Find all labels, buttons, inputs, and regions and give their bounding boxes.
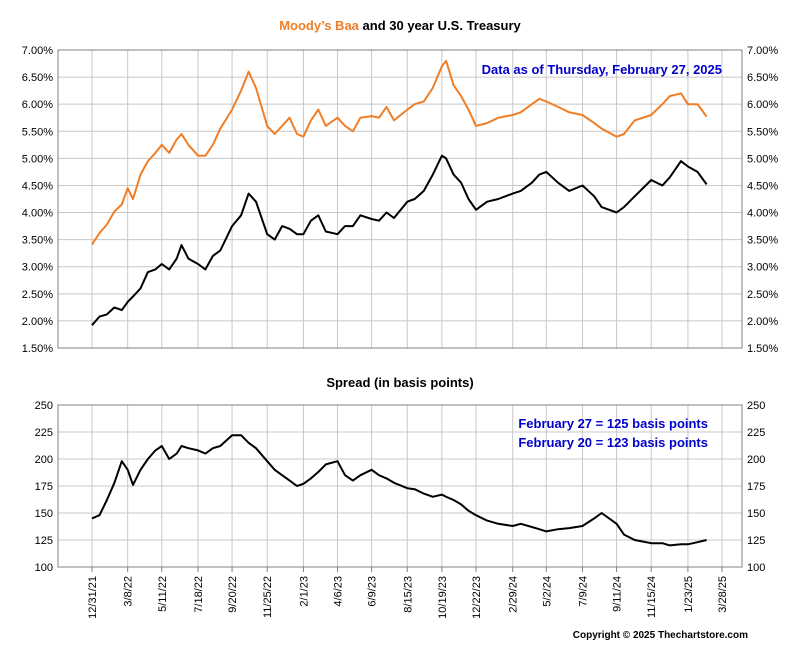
top-ytick-right-0: 1.50% [747, 343, 778, 355]
top-ytick-left-0: 1.50% [22, 343, 53, 355]
top-ytick-right-9: 6.00% [747, 99, 778, 111]
top-ytick-left-9: 6.00% [22, 99, 53, 111]
top-plot-frame [57, 49, 743, 349]
title-part-baa: Moody’s Baa [279, 18, 359, 33]
x-tick-label-4: 9/20/22 [227, 576, 239, 613]
top-ytick-right-3: 3.00% [747, 262, 778, 274]
bottom-x-axis: 12/31/21 3/8/22 5/11/22 7/18/22 9/20/22 11/25… [87, 567, 729, 619]
x-tick-label-11: 12/22/23 [471, 576, 483, 619]
bottom-y-axis-left: 100 125 150 175 200 225 250 [35, 400, 53, 574]
x-tick-label-2: 5/11/22 [157, 576, 169, 612]
top-ytick-left-4: 3.50% [22, 235, 53, 247]
top-ytick-right-5: 4.00% [747, 208, 778, 220]
x-tick-label-15: 9/11/24 [612, 576, 624, 612]
top-ytick-right-4: 3.50% [747, 235, 778, 247]
bottom-y-axis-right: 100 125 150 175 200 225 250 [747, 400, 765, 574]
x-tick-label-3: 7/18/22 [193, 576, 205, 613]
x-tick-label-8: 6/9/23 [367, 576, 379, 607]
copyright-text: Copyright © 2025 Thechartstore.com [573, 630, 748, 641]
bottom-ytick-left-3: 175 [35, 481, 53, 493]
x-tick-label-0: 12/31/21 [87, 576, 99, 619]
bottom-ytick-left-6: 250 [35, 400, 53, 412]
top-ytick-left-8: 5.50% [22, 126, 53, 138]
x-tick-label-9: 8/15/23 [402, 576, 414, 613]
bottom-ytick-right-5: 225 [747, 427, 765, 439]
top-chart-title: Moody’s Baa and 30 year U.S. Treasury [279, 18, 521, 33]
top-y-axis-left: 1.50% 2.00% 2.50% 3.00% 3.50% 4.00% 4.50% 5.00%… [22, 45, 53, 355]
bottom-plot-frame [57, 404, 743, 568]
spread-annotation-2: February 20 = 123 basis points [518, 435, 708, 450]
bottom-series-line-0 [91, 434, 707, 547]
top-ytick-right-10: 6.50% [747, 72, 778, 84]
bottom-series-layer [91, 434, 707, 547]
x-tick-label-1: 3/8/22 [123, 576, 135, 607]
top-y-axis-right: 1.50% 2.00% 2.50% 3.00% 3.50% 4.00% 4.50% 5.00%… [747, 45, 778, 355]
top-ytick-left-10: 6.50% [22, 72, 53, 84]
bottom-ytick-left-4: 200 [35, 454, 53, 466]
top-ytick-left-2: 2.50% [22, 289, 53, 301]
top-gridlines [58, 49, 742, 349]
bottom-ytick-right-6: 250 [747, 400, 765, 412]
bottom-ytick-right-0: 100 [747, 562, 765, 574]
x-tick-label-13: 5/2/24 [541, 576, 553, 607]
top-annotation: Data as of Thursday, February 27, 2025 [482, 62, 722, 77]
bottom-ytick-right-3: 175 [747, 481, 765, 493]
spread-annotation-1: February 27 = 125 basis points [518, 416, 708, 431]
top-ytick-left-6: 4.50% [22, 180, 53, 192]
top-ytick-left-5: 4.00% [22, 208, 53, 220]
x-tick-label-12: 2/29/24 [508, 576, 520, 613]
top-ytick-right-11: 7.00% [747, 45, 778, 57]
x-tick-label-16: 11/15/24 [646, 576, 658, 618]
top-ytick-left-3: 3.00% [22, 262, 53, 274]
bottom-ytick-right-4: 200 [747, 454, 765, 466]
bottom-ytick-right-1: 125 [747, 535, 765, 547]
bottom-ytick-left-2: 150 [35, 508, 53, 520]
x-tick-label-17: 1/23/25 [683, 576, 695, 613]
bottom-ytick-left-5: 225 [35, 427, 53, 439]
x-tick-label-10: 10/19/23 [437, 576, 449, 619]
top-ytick-right-1: 2.00% [747, 316, 778, 328]
top-ytick-right-2: 2.50% [747, 289, 778, 301]
x-tick-label-5: 11/25/22 [262, 576, 274, 618]
top-ytick-left-1: 2.00% [22, 316, 53, 328]
bottom-chart-title: Spread (in basis points) [326, 375, 473, 390]
title-part-treasury: and 30 year U.S. Treasury [359, 18, 522, 33]
top-ytick-right-7: 5.00% [747, 153, 778, 165]
top-ytick-right-6: 4.50% [747, 180, 778, 192]
bottom-ytick-left-1: 125 [35, 535, 53, 547]
x-tick-label-14: 7/9/24 [577, 576, 589, 607]
top-series-layer [91, 59, 708, 326]
top-series-line-0 [91, 59, 708, 246]
x-tick-label-7: 4/6/23 [333, 576, 345, 607]
top-ytick-left-11: 7.00% [22, 45, 53, 57]
x-tick-label-18: 3/28/25 [717, 576, 729, 613]
top-ytick-left-7: 5.00% [22, 153, 53, 165]
x-tick-label-6: 2/1/23 [298, 576, 310, 607]
bottom-ytick-right-2: 150 [747, 508, 765, 520]
top-series-line-1 [91, 154, 708, 326]
top-ytick-right-8: 5.50% [747, 126, 778, 138]
bottom-ytick-left-0: 100 [35, 562, 53, 574]
